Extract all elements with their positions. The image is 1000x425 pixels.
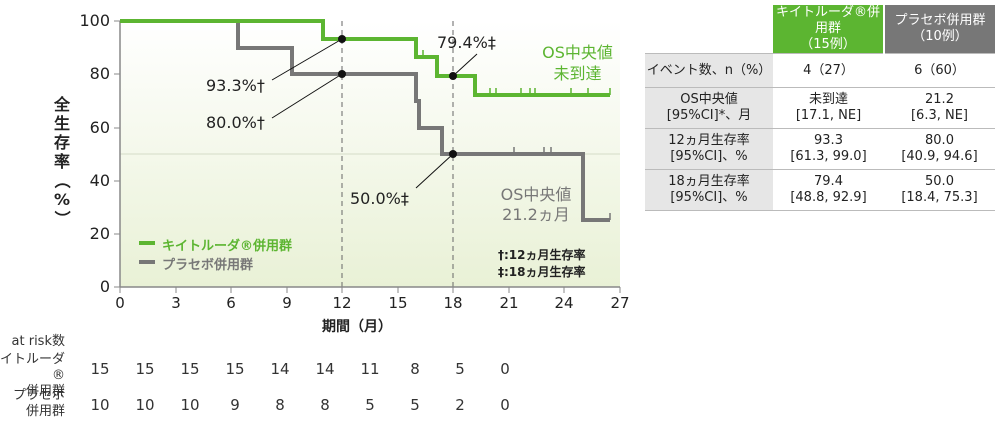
annotation-green-18m: 79.4%‡: [437, 33, 496, 52]
cell-placebo-os-median: 21.2 [6.3, NE]: [884, 87, 995, 129]
x-tick-label: 9: [282, 294, 292, 312]
x-tick-label: 24: [554, 294, 574, 312]
row-label-18m-survival: 18ヵ月生存率 [95%CI]、%: [645, 169, 773, 211]
gray-median-label: OS中央値 21.2ヵ月: [500, 185, 572, 224]
km-plot: [114, 19, 621, 293]
cell-placebo-18m: 50.0 [18.4, 75.3]: [884, 169, 995, 211]
row-label-12m-survival: 12ヵ月生存率 [95%CI]、%: [645, 128, 773, 170]
table-row: 12ヵ月生存率 [95%CI]、% 93.3 [61.3, 99.0] 80.0 [4…: [645, 128, 995, 170]
x-tick-label: 12: [332, 294, 352, 312]
y-tick-label: 100: [79, 11, 110, 30]
table-header-placebo: プラセボ併用群 （10例）: [884, 5, 995, 54]
x-axis-title: 期間（月）: [322, 319, 392, 335]
cell-placebo-events: 6（60）: [884, 53, 995, 88]
y-tick-label: 80: [89, 64, 110, 83]
keytruda-curve: [120, 19, 610, 97]
annotation-green-12m: 93.3%†: [206, 76, 265, 95]
at-risk-title: at risk数: [11, 334, 65, 349]
x-tick-label: 0: [115, 294, 125, 312]
summary-table: キイトルーダ®併用群 （15例） プラセボ併用群 （10例） イベント数、n（%…: [645, 5, 995, 211]
table-header-keytruda: キイトルーダ®併用群 （15例）: [773, 5, 885, 54]
keytruda-censor-marks: [422, 50, 611, 95]
cell-keytruda-os-median: 未到達 [17.1, NE]: [773, 87, 884, 129]
annotation-leaders: [271, 38, 478, 189]
placebo-curve: [120, 19, 610, 222]
x-tick-label: 6: [226, 294, 236, 312]
table-corner: [645, 5, 773, 54]
cell-keytruda-18m: 79.4 [48.8, 92.9]: [773, 169, 884, 211]
row-label-os-median: OS中央値 [95%CI]*、月: [645, 87, 773, 129]
annotation-gray-12m: 80.0%†: [206, 113, 265, 132]
legend-item-placebo: プラセボ併用群: [162, 258, 254, 273]
table-row: イベント数、n（%） 4（27） 6（60）: [645, 53, 995, 88]
y-tick-label: 60: [89, 118, 110, 137]
x-tick-label: 21: [499, 294, 519, 312]
legend-item-keytruda: キイトルーダ®併用群: [162, 239, 293, 254]
table-row: 18ヵ月生存率 [95%CI]、% 79.4 [48.8, 92.9] 50.0 [1…: [645, 169, 995, 211]
y-ticks: [114, 20, 120, 288]
y-tick-label: 0: [99, 277, 110, 296]
footnote-dagger: †:12ヵ月生存率: [498, 248, 586, 262]
x-tick-label: 18: [443, 294, 463, 312]
y-tick-label: 40: [89, 171, 110, 190]
x-ticks: [119, 287, 621, 293]
x-tick-label: 15: [388, 294, 408, 312]
at-risk-label-keytruda: キイトルーダ® 併用群: [0, 352, 65, 399]
x-tick-label: 3: [171, 294, 181, 312]
cell-placebo-12m: 80.0 [40.9, 94.6]: [884, 128, 995, 170]
annotation-gray-18m: 50.0%‡: [350, 189, 409, 208]
placebo-censor-marks: [513, 147, 611, 220]
y-axis-title: 全 生 存 率 （ % ）: [52, 95, 72, 227]
cell-keytruda-events: 4（27）: [773, 53, 884, 88]
row-label-events: イベント数、n（%）: [645, 53, 773, 88]
annotation-dots: [338, 35, 457, 158]
at-risk-label-placebo: プラセボ 併用群: [12, 388, 65, 419]
y-tick-label: 20: [89, 224, 110, 243]
green-median-label: OS中央値 未到達: [542, 43, 613, 83]
x-tick-label: 27: [610, 294, 630, 312]
cell-keytruda-12m: 93.3 [61.3, 99.0]: [773, 128, 884, 170]
table-row: OS中央値 [95%CI]*、月 未到達 [17.1, NE] 21.2 [6.3, …: [645, 87, 995, 129]
footnote-double-dagger: ‡:18ヵ月生存率: [498, 265, 586, 279]
